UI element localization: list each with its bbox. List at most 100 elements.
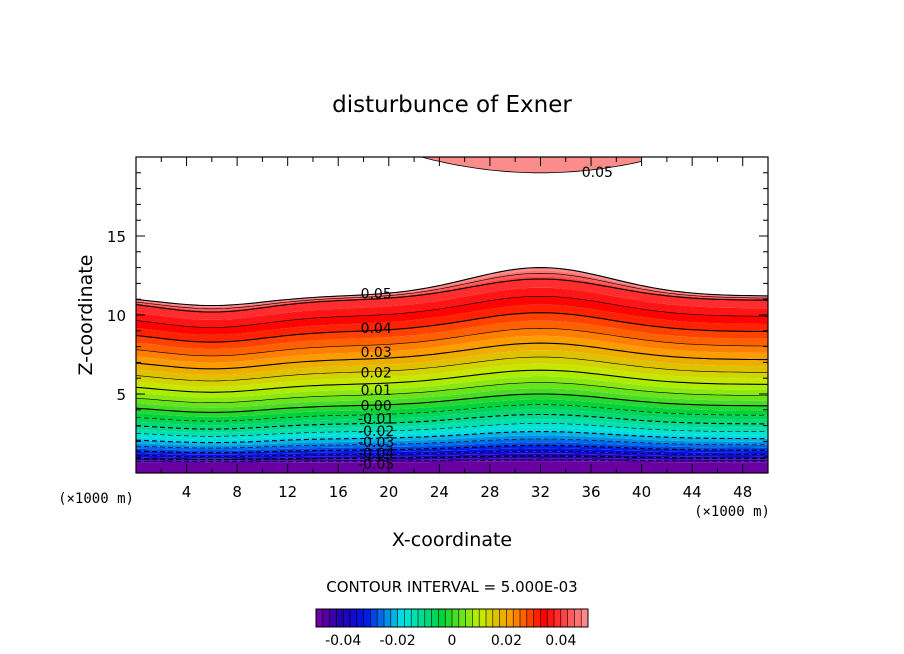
colorbar-swatch bbox=[492, 609, 500, 627]
colorbar-swatch bbox=[458, 609, 466, 627]
contour-line bbox=[136, 450, 768, 457]
colorbar-swatch bbox=[547, 609, 555, 627]
colorbar-tick-label: -0.02 bbox=[379, 633, 415, 649]
colorbar-tick-label: 0.02 bbox=[491, 633, 522, 649]
colorbar-swatch bbox=[506, 609, 514, 627]
contour-band bbox=[136, 438, 768, 451]
contour-line bbox=[136, 272, 768, 310]
contour-band bbox=[136, 376, 768, 403]
colorbar-swatch bbox=[452, 609, 460, 627]
colorbar-swatch bbox=[574, 609, 582, 627]
contour-line bbox=[136, 327, 768, 357]
upper-contour-line bbox=[419, 157, 642, 174]
contour-band bbox=[136, 335, 768, 369]
contour-band bbox=[136, 350, 768, 381]
colorbar-swatch bbox=[356, 609, 364, 627]
colorbar-swatch bbox=[472, 609, 480, 627]
y-tick-label: 15 bbox=[107, 228, 126, 246]
contour-line bbox=[136, 393, 768, 413]
contour-line bbox=[136, 369, 768, 393]
colorbar-swatch bbox=[370, 609, 378, 627]
x-tick-label: 40 bbox=[632, 483, 651, 501]
contour-band bbox=[136, 414, 768, 433]
x-tick-labels: 4 8 12 16 20 24 28 32 36 40 44 48 bbox=[182, 483, 752, 501]
colorbar-swatch bbox=[465, 609, 473, 627]
colorbar-swatch bbox=[540, 609, 548, 627]
colorbar-swatch bbox=[513, 609, 521, 627]
contour-label: 0.01 bbox=[361, 383, 392, 399]
colorbar-swatch bbox=[554, 609, 562, 627]
contour-label: 0.04 bbox=[361, 321, 392, 337]
contour-line bbox=[136, 296, 768, 328]
contour-band bbox=[136, 279, 768, 320]
contour-band bbox=[136, 458, 768, 462]
colorbar-swatch bbox=[438, 609, 446, 627]
contour-band bbox=[136, 357, 768, 387]
x-axis-label: X-coordinate bbox=[392, 529, 512, 551]
colorbar-swatch bbox=[445, 609, 453, 627]
colorbar-swatch bbox=[363, 609, 371, 627]
contour-line bbox=[136, 444, 768, 454]
x-tick-label: 4 bbox=[182, 483, 192, 501]
contour-line bbox=[136, 382, 768, 403]
contour-label: 0.02 bbox=[361, 365, 392, 381]
colorbar bbox=[315, 608, 589, 628]
contour-label: -0.02 bbox=[358, 424, 394, 440]
contour-band bbox=[136, 312, 768, 350]
x-unit-label: (×1000 m) bbox=[694, 504, 770, 520]
colorbar-swatch bbox=[418, 609, 426, 627]
contour-line bbox=[136, 278, 768, 313]
colorbar-swatch bbox=[424, 609, 432, 627]
y-tick-label: 10 bbox=[107, 307, 126, 325]
x-tick-label: 36 bbox=[581, 483, 600, 501]
contour-line bbox=[136, 423, 768, 437]
contour-label: -0.04 bbox=[358, 446, 394, 462]
contour-line bbox=[136, 312, 768, 343]
contour-band bbox=[136, 328, 768, 363]
y-tick-labels: 5 10 15 bbox=[107, 228, 126, 404]
contour-band bbox=[136, 382, 768, 408]
colorbar-swatch bbox=[560, 609, 568, 627]
contour-line bbox=[136, 438, 768, 449]
contour-band bbox=[136, 394, 768, 417]
x-tick-label: 48 bbox=[733, 483, 752, 501]
colorbar-swatch bbox=[390, 609, 398, 627]
contour-band bbox=[136, 287, 768, 328]
y-axis-label: Z-coordinate bbox=[75, 255, 97, 376]
contour-label: 0.03 bbox=[361, 345, 392, 361]
contour-line bbox=[136, 267, 768, 307]
contour-label: 0.05 bbox=[361, 286, 392, 302]
contour-line bbox=[136, 413, 768, 430]
contour-band bbox=[136, 370, 768, 398]
colorbar-swatch bbox=[411, 609, 419, 627]
contour-lines bbox=[136, 157, 768, 463]
colorbar-swatch bbox=[322, 609, 330, 627]
colorbar-tick-label: 0.04 bbox=[545, 633, 576, 649]
contour-band bbox=[136, 363, 768, 393]
colorbar-swatch bbox=[350, 609, 358, 627]
colorbar-swatch bbox=[336, 609, 344, 627]
contour-band bbox=[136, 404, 768, 426]
colorbar-swatch bbox=[316, 609, 324, 627]
axis-ticks bbox=[135, 156, 769, 474]
contour-interval-label: CONTOUR INTERVAL = 5.000E-03 bbox=[326, 578, 577, 596]
contour-band bbox=[136, 461, 768, 473]
colorbar-swatch bbox=[499, 609, 507, 627]
contour-line bbox=[136, 404, 768, 422]
x-tick-label: 28 bbox=[480, 483, 499, 501]
contour-label: -0.03 bbox=[358, 435, 394, 451]
colorbar-swatch bbox=[343, 609, 351, 627]
upper-positive-region bbox=[350, 157, 642, 173]
contour-labels: 0.050.040.030.020.010.00-0.01-0.02-0.03-… bbox=[358, 165, 613, 473]
x-tick-label: 16 bbox=[329, 483, 348, 501]
contour-band bbox=[136, 296, 768, 335]
contour-band bbox=[136, 276, 768, 312]
x-tick-label: 12 bbox=[278, 483, 297, 501]
contour-label: -0.01 bbox=[358, 411, 394, 427]
colorbar-swatch bbox=[486, 609, 494, 627]
y-tick-label: 5 bbox=[116, 386, 126, 404]
colorbar-swatch bbox=[526, 609, 534, 627]
contour-band bbox=[136, 320, 768, 356]
colorbar-swatch bbox=[397, 609, 405, 627]
colorbar-tick-labels: -0.04 -0.02 0 0.02 0.04 bbox=[325, 633, 576, 649]
